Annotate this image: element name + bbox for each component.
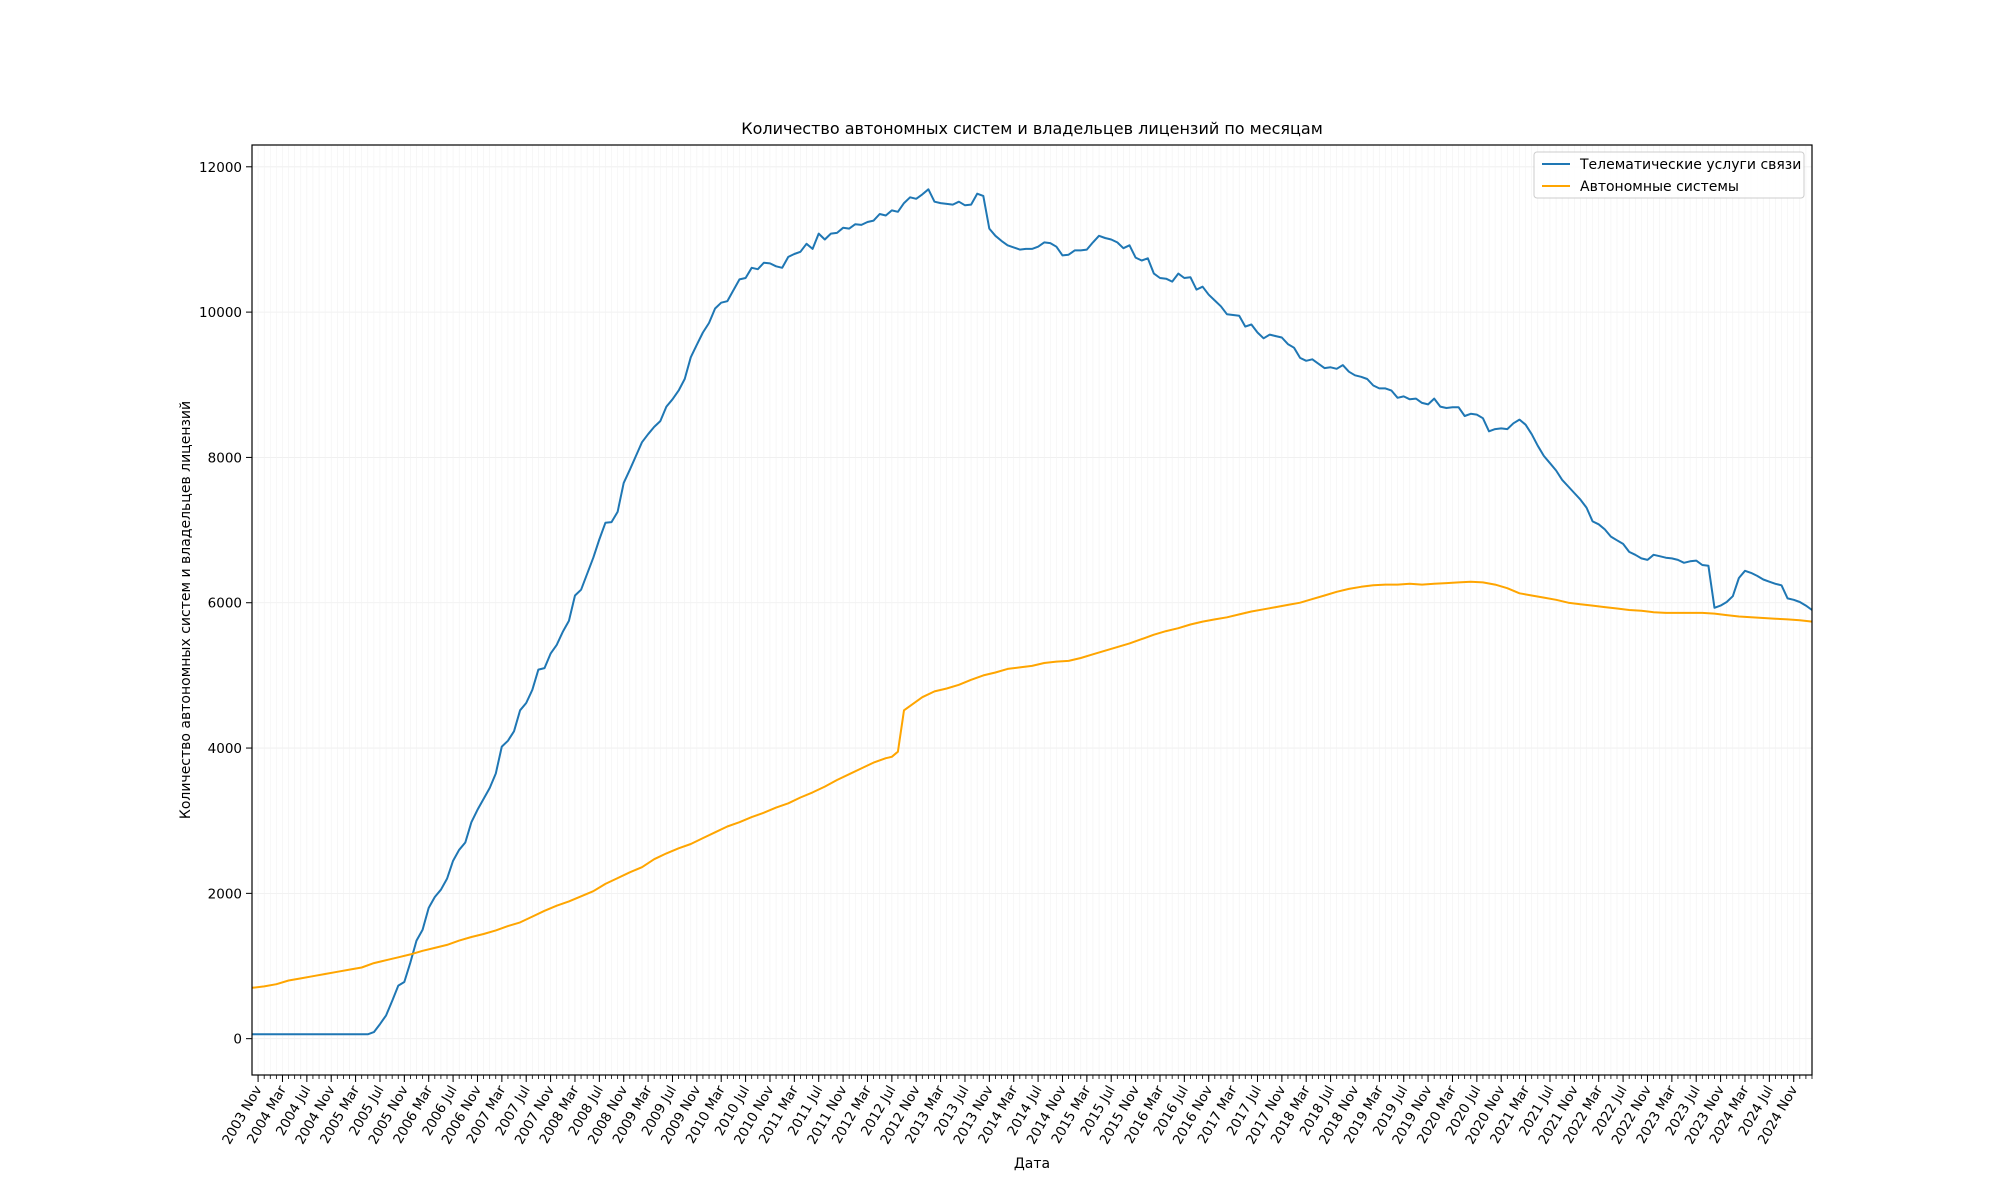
legend: Телематические услуги связи Автономные с… [1533,151,1805,199]
y-tick-label: 6000 [208,596,242,612]
legend-label-telematics: Телематические услуги связи [1579,157,1801,173]
series-line-autonomous [251,580,1813,989]
series-line-telematics [252,188,1813,1036]
y-tick-label: 0 [233,1032,242,1048]
x-axis-label: Дата [1014,1156,1050,1172]
y-tick-label: 8000 [208,450,242,466]
legend-box [1533,151,1805,199]
legend-label-autonomous: Автономные системы [1580,179,1739,195]
series-layer [251,188,1813,1036]
y-tick-label: 2000 [208,886,242,902]
y-tick-label: 10000 [199,305,242,321]
y-axis-label: Количество автономных систем и владельце… [178,401,194,819]
y-axis: 0 2000 4000 6000 8000 10000 12000 [199,160,252,1048]
y-tick-label: 12000 [199,160,242,176]
chart-title: Количество автономных систем и владельце… [741,119,1323,138]
y-tick-label: 4000 [208,741,242,757]
grid [252,145,1813,1075]
